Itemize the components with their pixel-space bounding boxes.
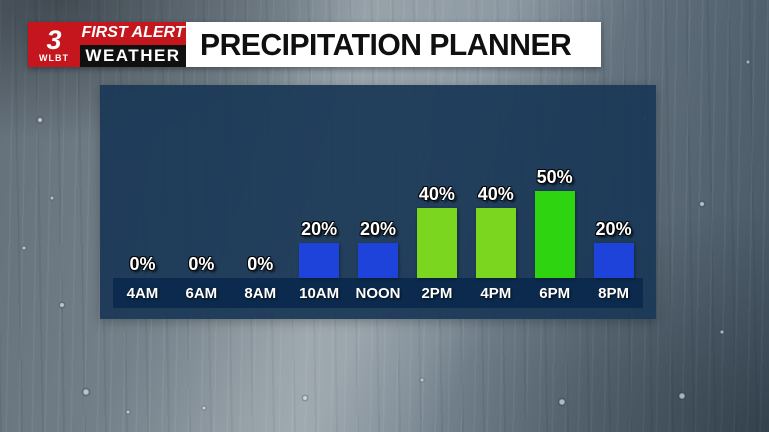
chart-column: 0% 8AM (231, 254, 290, 308)
bar-value-label: 0% (129, 254, 156, 274)
chart-panel: 0% 4AM 0% 6AM 0% 8AM 20% 10AM 20% NOON 40% 2PM 40% 4P… (100, 85, 656, 319)
station-number: 3 (46, 24, 62, 55)
axis-label: 2PM (421, 284, 453, 302)
chart-column: 40% 2PM (407, 184, 466, 308)
bar-value-label: 0% (188, 254, 215, 274)
bar (475, 208, 516, 278)
chart-column: 20% 8PM (584, 219, 643, 308)
chart-column: 50% 6PM (525, 167, 584, 309)
first-alert-label: FIRST ALERT (80, 22, 186, 45)
weather-label: WEATHER (80, 44, 186, 67)
bar-value-label: 40% (418, 184, 455, 204)
chart-column: 40% 4PM (466, 184, 525, 308)
axis-label: 6PM (539, 284, 571, 302)
first-alert-weather-logo: FIRST ALERT WEATHER (80, 22, 186, 67)
bar-chart: 0% 4AM 0% 6AM 0% 8AM 20% 10AM 20% NOON 40% 2PM 40% 4P… (113, 93, 643, 308)
bar-value-label: 0% (247, 254, 274, 274)
station-logo: 3 WLBT (28, 22, 80, 67)
axis-label: 6AM (185, 284, 218, 302)
bar-value-label: 50% (536, 166, 573, 187)
bar (534, 190, 575, 278)
bar-value-label: 20% (359, 219, 397, 239)
bar (299, 243, 340, 278)
chart-column: 0% 6AM (172, 254, 231, 308)
page-title: PRECIPITATION PLANNER (200, 26, 572, 62)
axis-label: NOON (355, 284, 401, 302)
chart-column: 0% 4AM (113, 254, 172, 308)
bar-value-label: 20% (301, 219, 338, 239)
axis-label: 8AM (244, 284, 277, 302)
axis-label: 8PM (598, 284, 629, 302)
chart-column: 20% 10AM (290, 219, 349, 308)
bar (593, 243, 634, 278)
axis-strip (113, 278, 643, 308)
bar-value-label: 40% (477, 184, 514, 204)
axis-label: 4PM (480, 284, 512, 302)
chart-column: 20% NOON (349, 219, 408, 308)
bar (416, 208, 457, 278)
axis-label: 4AM (126, 284, 159, 302)
title-banner: PRECIPITATION PLANNER (186, 22, 601, 67)
header: 3 WLBT FIRST ALERT WEATHER PRECIPITATION… (28, 22, 601, 67)
station-callsign: WLBT (39, 52, 69, 63)
axis-label: 10AM (299, 284, 340, 302)
bar-value-label: 20% (595, 219, 632, 239)
bar (358, 243, 398, 278)
